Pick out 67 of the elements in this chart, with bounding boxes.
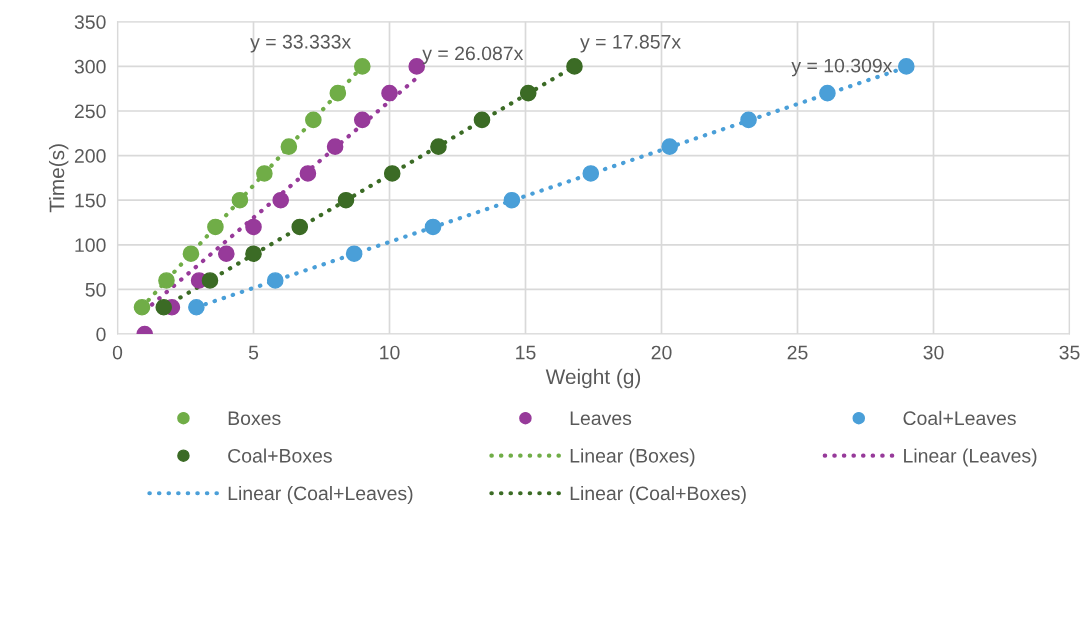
y-axis-title: Time(s) [48,144,69,213]
y-tick-label: 100 [75,238,106,253]
x-tick-label: 20 [651,345,672,360]
point [337,191,355,209]
point [188,298,205,316]
x-tick-label: 0 [112,345,123,360]
y-tick-label: 0 [96,327,106,342]
annotation: y = 33.333x [250,34,351,53]
point [299,165,317,182]
legend-label: Linear (Coal+Leaves) [228,485,413,505]
x-tick-label: 5 [248,345,259,360]
x-tick-label: 25 [787,345,808,360]
point [424,218,442,236]
y-tick-label: 50 [85,282,106,297]
point [566,58,583,75]
point [582,165,600,182]
point [291,218,309,236]
point [383,165,401,182]
point [326,138,344,155]
y-tick-label: 300 [74,59,106,74]
point [158,272,175,289]
point [280,138,298,155]
point [740,111,757,129]
legend-label: Coal+Boxes [228,448,332,463]
point [503,191,521,209]
x-tick-label: 30 [923,345,944,360]
point [272,191,290,209]
point [519,84,537,102]
annotation: y = 26.087x [422,46,524,65]
legend-label: Linear (Boxes) [570,448,695,467]
x-tick-label: 15 [516,345,536,360]
point [473,111,491,129]
legend-label: Linear (Coal+Boxes) [570,485,746,505]
point [245,245,262,263]
point [155,298,173,316]
point [207,218,224,236]
legend-label: Boxes [228,411,281,426]
point [819,84,836,102]
point [133,298,151,316]
point [266,272,284,289]
point [231,191,249,209]
y-tick-label: 200 [74,149,106,163]
legend-label: Coal+Leaves [903,410,1016,426]
point [354,111,371,129]
x-axis-title: Weight (g) [545,368,641,389]
point [245,218,262,236]
annotation: y = 17.857x [580,34,681,53]
point [898,58,915,75]
x-tick-label: 35 [1059,345,1080,360]
point [201,272,219,289]
point [182,245,200,263]
point [218,245,235,263]
annotation: y = 10.309x [791,58,893,77]
point [354,58,371,75]
legend-label: Linear (Leaves) [904,448,1037,467]
point [430,138,447,155]
point [305,111,322,129]
y-tick-label: 150 [75,193,106,208]
point [661,138,678,155]
point [381,84,398,102]
point [345,245,363,263]
legend-label: Leaves [570,411,632,426]
point [256,165,273,182]
point [329,84,347,102]
y-tick-label: 250 [74,104,106,119]
y-tick-label: 350 [74,15,106,30]
x-tick-label: 10 [380,345,400,360]
